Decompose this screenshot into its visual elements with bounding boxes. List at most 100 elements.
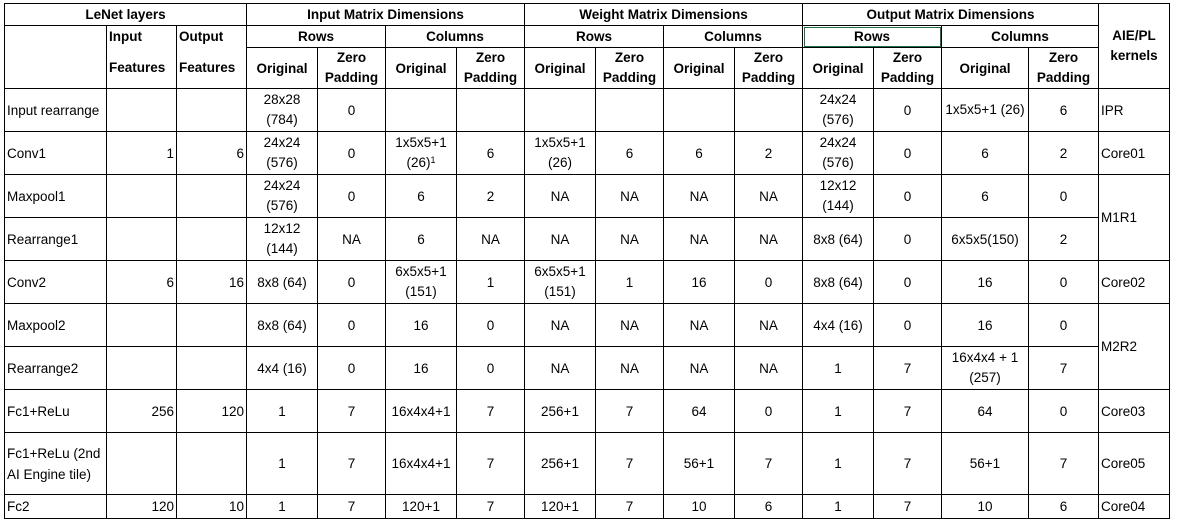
header-weight-columns[interactable]: Columns: [663, 25, 803, 48]
out-cols-original-cell[interactable]: 64: [941, 389, 1029, 433]
header-out-rows-original[interactable]: Original: [802, 47, 874, 89]
out-rows-zp-cell[interactable]: 0: [873, 260, 942, 304]
out-cols-original-cell[interactable]: 16x4x4 + 1 (257): [941, 346, 1029, 390]
in-cols-original-cell[interactable]: [385, 88, 457, 132]
w-rows-zp-cell[interactable]: NA: [595, 346, 664, 390]
w-rows-zp-cell[interactable]: 7: [595, 389, 664, 433]
w-cols-zp-cell[interactable]: 2: [734, 131, 803, 175]
w-cols-original-cell[interactable]: 6: [663, 131, 735, 175]
in-cols-original-cell[interactable]: 16: [385, 303, 457, 347]
header-input-features[interactable]: Features: [106, 47, 177, 89]
out-cols-original-cell[interactable]: 16: [941, 260, 1029, 304]
out-cols-original-cell[interactable]: 10: [941, 494, 1029, 519]
out-rows-zp-cell[interactable]: 0: [873, 303, 942, 347]
in-cols-original-cell[interactable]: 6: [385, 174, 457, 218]
input-features-cell[interactable]: [106, 432, 177, 495]
in-cols-zp-cell[interactable]: 0: [456, 303, 525, 347]
layer-cell[interactable]: Input rearrange: [4, 88, 107, 132]
in-cols-zp-cell[interactable]: [456, 88, 525, 132]
output-features-cell[interactable]: 16: [176, 260, 247, 304]
w-cols-original-cell[interactable]: NA: [663, 174, 735, 218]
in-cols-zp-cell[interactable]: 0: [456, 346, 525, 390]
w-cols-original-cell[interactable]: 10: [663, 494, 735, 519]
in-rows-original-cell[interactable]: 1: [246, 494, 318, 519]
header-in-rows-zero-padding[interactable]: Zero Padding: [317, 47, 386, 89]
w-rows-zp-cell[interactable]: 7: [595, 432, 664, 495]
w-rows-original-cell[interactable]: NA: [524, 303, 596, 347]
header-w-rows-original[interactable]: Original: [524, 47, 596, 89]
output-features-cell[interactable]: [176, 432, 247, 495]
w-rows-original-cell[interactable]: 1x5x5+1 (26): [524, 131, 596, 175]
in-cols-zp-cell[interactable]: 7: [456, 389, 525, 433]
in-rows-zp-cell[interactable]: 0: [317, 131, 386, 175]
header-input-columns[interactable]: Columns: [385, 25, 525, 48]
layer-cell[interactable]: Rearrange2: [4, 346, 107, 390]
output-features-cell[interactable]: 10: [176, 494, 247, 519]
header-aie-pl-kernels[interactable]: AIE/PL kernels: [1098, 3, 1170, 89]
w-rows-original-cell[interactable]: NA: [524, 346, 596, 390]
input-features-cell[interactable]: 6: [106, 260, 177, 304]
layer-cell[interactable]: Conv1: [4, 131, 107, 175]
output-features-cell[interactable]: [176, 346, 247, 390]
in-cols-zp-cell[interactable]: 6: [456, 131, 525, 175]
input-features-cell[interactable]: [106, 303, 177, 347]
header-output-rows[interactable]: Rows: [802, 25, 942, 48]
in-cols-zp-cell[interactable]: 7: [456, 432, 525, 495]
kernel-cell[interactable]: Core01: [1098, 131, 1170, 175]
kernel-cell[interactable]: Core05: [1098, 432, 1170, 495]
out-rows-zp-cell[interactable]: 0: [873, 174, 942, 218]
output-features-cell[interactable]: [176, 217, 247, 261]
in-rows-zp-cell[interactable]: 7: [317, 494, 386, 519]
in-rows-zp-cell[interactable]: 7: [317, 389, 386, 433]
w-cols-zp-cell[interactable]: 0: [734, 389, 803, 433]
w-cols-zp-cell[interactable]: NA: [734, 217, 803, 261]
w-rows-zp-cell[interactable]: NA: [595, 217, 664, 261]
w-rows-original-cell[interactable]: 256+1: [524, 389, 596, 433]
out-cols-original-cell[interactable]: 6: [941, 174, 1029, 218]
header-output-columns[interactable]: Columns: [941, 25, 1099, 48]
out-rows-original-cell[interactable]: 24x24 (576): [802, 88, 874, 132]
layer-cell[interactable]: Rearrange1: [4, 217, 107, 261]
in-rows-zp-cell[interactable]: NA: [317, 217, 386, 261]
out-cols-zp-cell[interactable]: 0: [1028, 303, 1099, 347]
w-cols-zp-cell[interactable]: NA: [734, 303, 803, 347]
in-rows-zp-cell[interactable]: 0: [317, 88, 386, 132]
w-cols-zp-cell[interactable]: NA: [734, 346, 803, 390]
in-rows-original-cell[interactable]: 24x24 (576): [246, 174, 318, 218]
kernel-cell[interactable]: Core02: [1098, 260, 1170, 304]
header-input-rows[interactable]: Rows: [246, 25, 386, 48]
output-features-cell[interactable]: 6: [176, 131, 247, 175]
w-cols-original-cell[interactable]: [663, 88, 735, 132]
header-output-matrix[interactable]: Output Matrix Dimensions: [802, 3, 1099, 26]
out-rows-original-cell[interactable]: 1: [802, 432, 874, 495]
in-rows-zp-cell[interactable]: 0: [317, 174, 386, 218]
out-rows-zp-cell[interactable]: 0: [873, 131, 942, 175]
in-rows-original-cell[interactable]: 1: [246, 389, 318, 433]
input-features-cell[interactable]: 120: [106, 494, 177, 519]
layer-cell[interactable]: Fc1+ReLu: [4, 389, 107, 433]
in-cols-zp-cell[interactable]: 2: [456, 174, 525, 218]
in-rows-original-cell[interactable]: 12x12 (144): [246, 217, 318, 261]
kernel-cell[interactable]: IPR: [1098, 88, 1170, 132]
out-cols-zp-cell[interactable]: 7: [1028, 432, 1099, 495]
header-out-rows-zero-padding[interactable]: Zero Padding: [873, 47, 942, 89]
w-rows-zp-cell[interactable]: 6: [595, 131, 664, 175]
in-cols-original-cell[interactable]: 16x4x4+1: [385, 389, 457, 433]
in-cols-original-cell[interactable]: 16: [385, 346, 457, 390]
w-cols-original-cell[interactable]: NA: [663, 217, 735, 261]
out-rows-zp-cell[interactable]: 7: [873, 389, 942, 433]
layer-cell[interactable]: Fc1+ReLu (2nd AI Engine tile): [4, 432, 107, 495]
output-features-cell[interactable]: [176, 88, 247, 132]
layer-cell[interactable]: Maxpool1: [4, 174, 107, 218]
header-out-cols-original[interactable]: Original: [941, 47, 1029, 89]
w-cols-original-cell[interactable]: NA: [663, 303, 735, 347]
out-rows-original-cell[interactable]: 1: [802, 346, 874, 390]
w-cols-zp-cell[interactable]: NA: [734, 174, 803, 218]
output-features-cell[interactable]: [176, 174, 247, 218]
w-rows-original-cell[interactable]: [524, 88, 596, 132]
w-cols-original-cell[interactable]: 16: [663, 260, 735, 304]
header-input-matrix[interactable]: Input Matrix Dimensions: [246, 3, 525, 26]
in-rows-zp-cell[interactable]: 0: [317, 260, 386, 304]
out-rows-zp-cell[interactable]: 0: [873, 217, 942, 261]
header-weight-matrix[interactable]: Weight Matrix Dimensions: [524, 3, 803, 26]
